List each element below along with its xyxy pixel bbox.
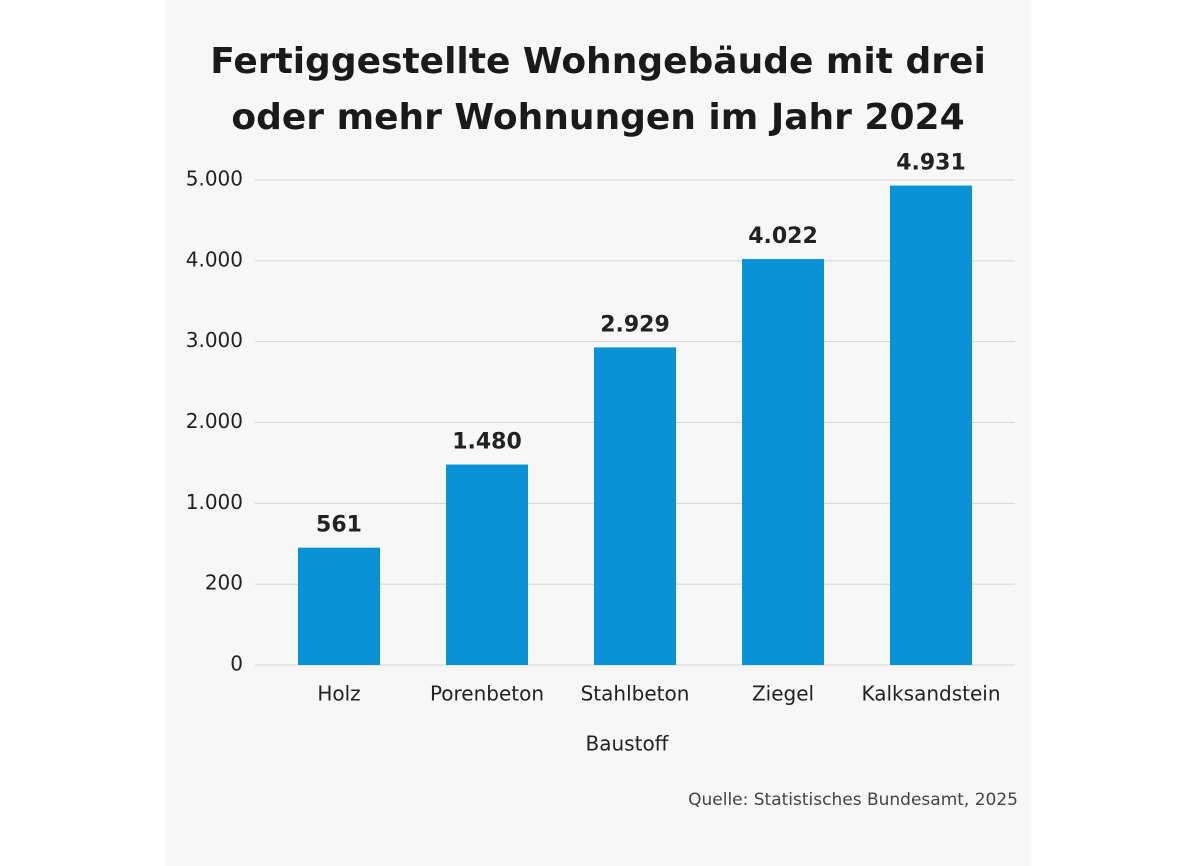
value-label: 4.022 [748, 224, 818, 249]
value-label: 2.929 [600, 312, 670, 337]
x-tick-label: Holz [317, 682, 360, 706]
value-label: 561 [316, 513, 362, 538]
x-tick-label: Stahlbeton [581, 682, 690, 706]
y-tick-label: 200 [205, 571, 243, 595]
value-label: 1.480 [452, 430, 522, 455]
bar [890, 185, 972, 665]
y-tick-label: 2.000 [186, 409, 243, 433]
y-tick-label: 5.000 [186, 167, 243, 191]
y-tick-label: 3.000 [186, 328, 243, 352]
chart-title: Fertiggestellte Wohngebäude mit drei ode… [210, 41, 986, 138]
bar [298, 547, 380, 665]
bar [446, 464, 528, 665]
bar [742, 259, 824, 665]
value-label: 4.931 [896, 151, 966, 176]
bar [594, 347, 676, 665]
x-axis-title: Baustoff [586, 732, 670, 756]
x-tick-label: Ziegel [752, 682, 814, 706]
y-tick-label: 1.000 [186, 490, 243, 514]
x-tick-label: Kalksandstein [861, 682, 1000, 706]
y-tick-label: 4.000 [186, 247, 243, 271]
source: Quelle: Statistisches Bundesamt, 2025 [688, 790, 1018, 810]
y-tick-label: 0 [230, 652, 243, 676]
x-tick-label: Porenbeton [430, 682, 544, 706]
